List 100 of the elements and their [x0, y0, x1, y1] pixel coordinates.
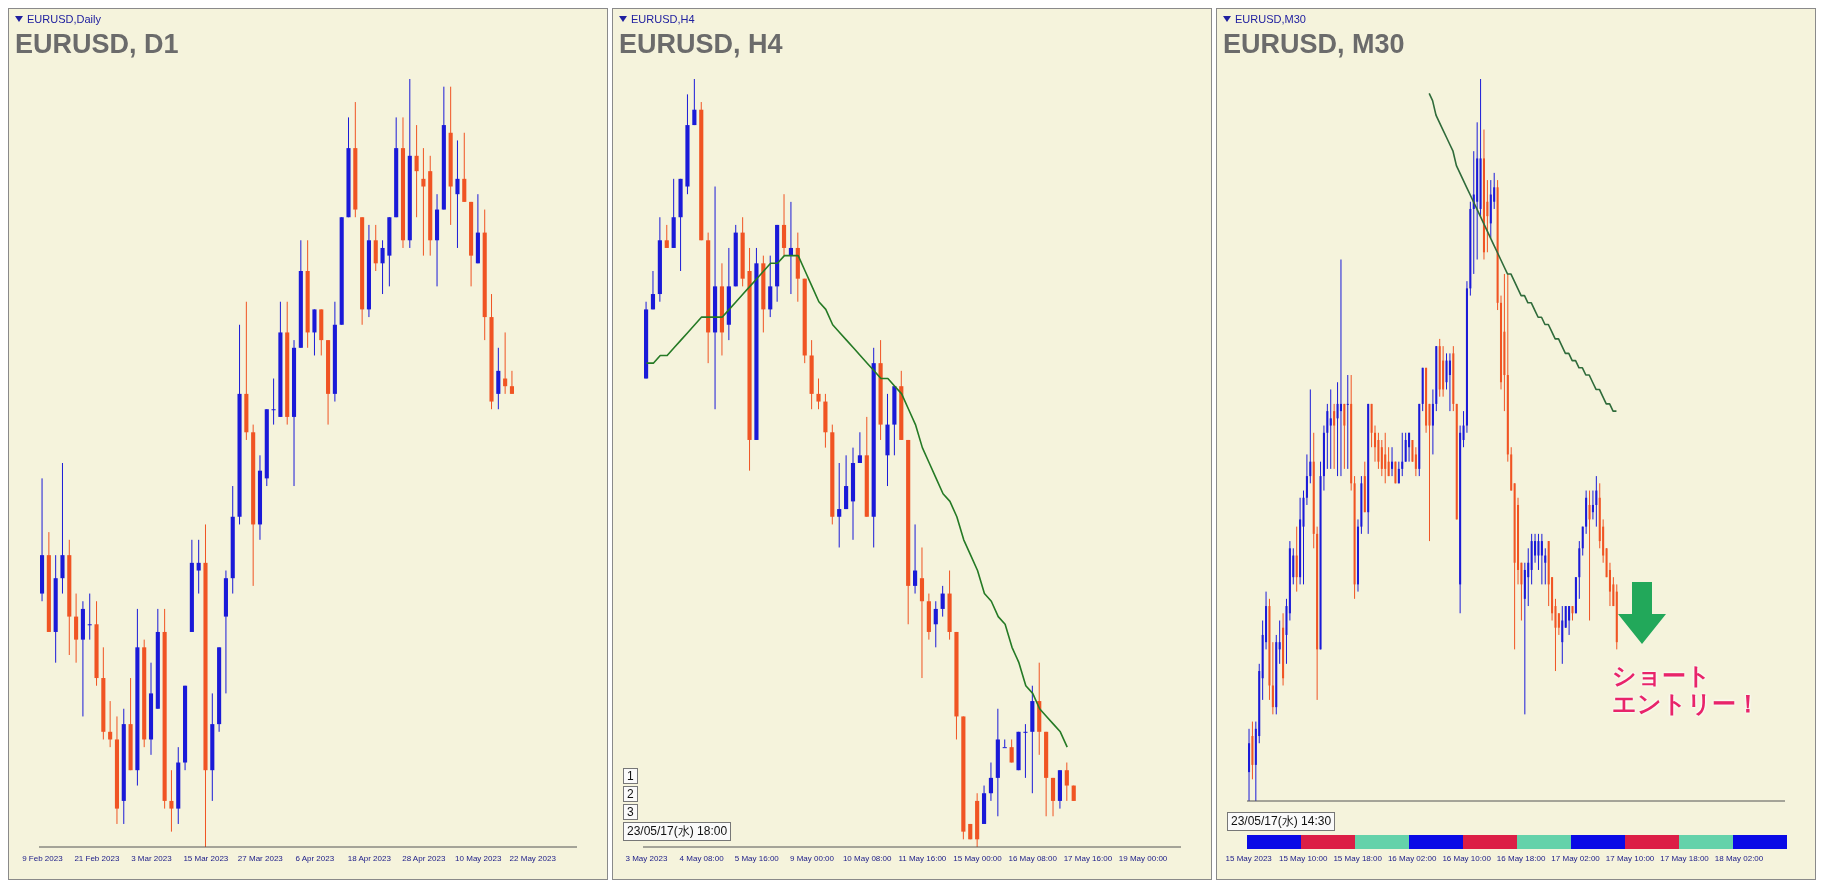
x-tick-label: 9 Feb 2023	[22, 853, 64, 863]
chart-subtitle: EURUSD,H4	[631, 13, 695, 25]
x-tick-label: 18 May 02:00	[1714, 853, 1764, 863]
candlestick	[1329, 388, 1332, 470]
text: 23/05/17(水) 14:30	[1227, 812, 1336, 831]
x-tick-label: 3 May 2023	[625, 853, 668, 863]
x-tick-label: 10 May 2023	[455, 853, 502, 863]
candlestick	[455, 139, 460, 249]
x-tick-label: 16 May 08:00	[1008, 853, 1058, 863]
candlestick	[414, 124, 419, 218]
x-tick-label: 6 Apr 2023	[295, 853, 335, 863]
candlestick	[271, 378, 276, 426]
candlestick	[919, 546, 925, 679]
x-tick-label: 17 May 18:00	[1660, 853, 1710, 863]
x-tick-label: 11 May 16:00	[898, 853, 947, 863]
candlestick	[108, 700, 113, 748]
x-tick-label: 15 Mar 2023	[183, 853, 229, 863]
candlestick	[933, 600, 938, 648]
candlestick	[87, 593, 92, 641]
chart-subtitle: EURUSD,Daily	[27, 13, 101, 25]
candlestick	[1588, 490, 1591, 621]
candlestick	[781, 193, 787, 257]
annotation: 23/05/17(水) 18:00	[623, 822, 732, 841]
candlestick	[857, 431, 862, 464]
x-tick-label: 4 May 08:00	[679, 853, 725, 863]
candlestick	[816, 378, 821, 410]
candlestick	[1408, 432, 1411, 463]
x-tick-label: 17 May 16:00	[1063, 853, 1113, 863]
x-tick-label: 16 May 02:00	[1387, 853, 1437, 863]
candlestick	[1595, 475, 1598, 528]
candlestick	[1411, 439, 1414, 463]
candlestick	[1339, 259, 1342, 477]
x-tick-label: 27 Mar 2023	[237, 853, 284, 863]
candlestick	[60, 462, 65, 595]
x-tick-label: 28 Apr 2023	[402, 853, 446, 863]
candlestick	[421, 147, 426, 257]
candlestick	[913, 523, 918, 595]
candlestick	[380, 239, 385, 295]
annotation: エントリー！	[1611, 689, 1760, 718]
candlestick	[1346, 374, 1349, 470]
annotation: ショート	[1611, 661, 1711, 690]
candlestick	[940, 585, 945, 618]
candlestick	[1591, 490, 1594, 520]
text: 1	[623, 768, 638, 784]
x-tick-label: 19 May 00:00	[1118, 853, 1168, 863]
candlestick	[1537, 533, 1540, 571]
x-tick-label: 9 May 00:00	[789, 853, 835, 863]
candlestick	[1387, 446, 1390, 477]
candlestick	[844, 454, 849, 510]
chart-title: EURUSD, D1	[15, 29, 179, 60]
x-tick-label: 15 May 10:00	[1278, 853, 1328, 863]
x-tick-label: 15 May 2023	[1225, 853, 1273, 863]
chart-title: EURUSD, M30	[1223, 29, 1405, 60]
candlestick	[664, 224, 669, 249]
candlestick	[312, 308, 317, 356]
candlestick	[837, 462, 842, 548]
candlestick	[1050, 777, 1056, 817]
x-tick-label: 3 Mar 2023	[131, 853, 173, 863]
candlestick	[650, 270, 656, 310]
candlestick	[1404, 432, 1407, 463]
candlestick	[1380, 439, 1383, 477]
candlestick	[1064, 762, 1069, 802]
text: 2	[623, 786, 638, 802]
candlestick	[1295, 526, 1298, 593]
candlestick	[496, 347, 501, 410]
candlestick	[1540, 533, 1543, 585]
candlestick	[1561, 605, 1564, 665]
candlestick	[1527, 547, 1530, 607]
candlestick	[1023, 723, 1028, 779]
x-tick-label: 15 May 18:00	[1333, 853, 1383, 863]
x-tick-label: 16 May 18:00	[1496, 853, 1546, 863]
candlestick	[1414, 446, 1417, 477]
candlestick	[373, 224, 378, 272]
x-tick-label: 17 May 10:00	[1605, 853, 1655, 863]
candlestick	[1401, 432, 1404, 477]
candlestick	[196, 539, 201, 595]
text: 3	[623, 804, 638, 820]
candlestick	[462, 132, 467, 203]
candlestick	[503, 331, 508, 395]
candlestick	[1271, 641, 1274, 715]
x-tick-label: 21 Feb 2023	[74, 853, 120, 863]
candlestick	[1333, 403, 1336, 470]
candlestick	[988, 762, 994, 802]
x-tick-label: 22 May 2023	[509, 853, 557, 863]
candlestick	[1002, 738, 1007, 749]
candlestick	[74, 593, 79, 664]
candlestick	[1343, 403, 1346, 470]
x-tick-label: 18 Apr 2023	[347, 853, 392, 863]
candlestick	[1391, 446, 1394, 477]
candlestick	[1384, 432, 1387, 484]
chart-title: EURUSD, H4	[619, 29, 783, 60]
x-tick-label: 10 May 08:00	[842, 853, 892, 863]
candlestick	[509, 370, 514, 395]
candlestick	[1009, 738, 1014, 764]
candlestick	[768, 255, 773, 318]
x-tick-label: 15 May 00:00	[953, 853, 1003, 863]
x-tick-label: 17 May 02:00	[1551, 853, 1601, 863]
candlestick	[169, 769, 174, 833]
x-tick-label: 5 May 16:00	[734, 853, 780, 863]
chart-subtitle: EURUSD,M30	[1235, 13, 1306, 25]
